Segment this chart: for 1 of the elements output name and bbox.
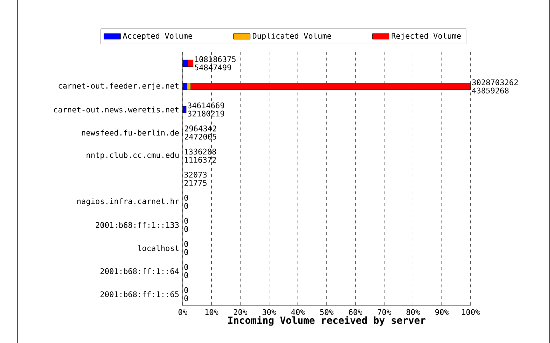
x-axis-title: Incoming Volume received by server bbox=[228, 316, 426, 326]
